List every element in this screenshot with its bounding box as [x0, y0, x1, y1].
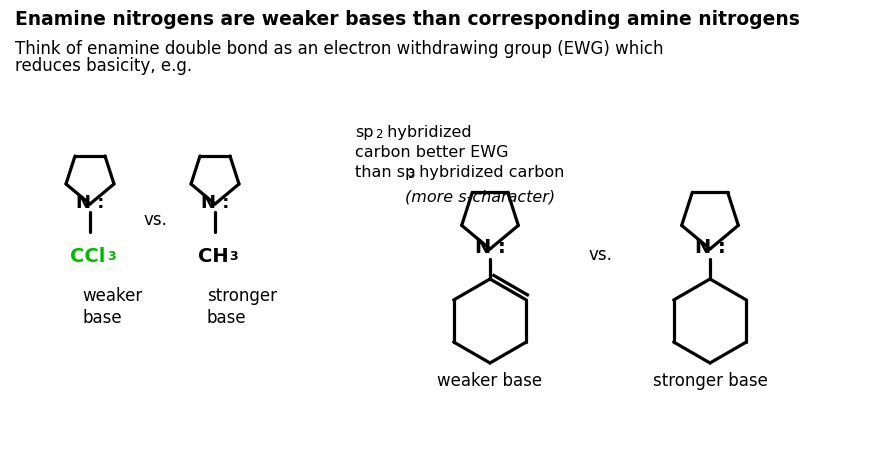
- Text: hybridized carbon: hybridized carbon: [414, 165, 565, 179]
- Text: N :: N :: [475, 238, 506, 257]
- Text: Enamine nitrogens are weaker bases than corresponding amine nitrogens: Enamine nitrogens are weaker bases than …: [15, 10, 800, 29]
- Text: (more s-character): (more s-character): [405, 190, 555, 205]
- Text: than sp: than sp: [355, 165, 416, 179]
- Text: vs.: vs.: [588, 246, 612, 263]
- Text: N :: N :: [201, 194, 229, 212]
- Text: CH: CH: [198, 246, 228, 265]
- Text: carbon better EWG: carbon better EWG: [355, 145, 508, 160]
- Text: 2: 2: [375, 128, 383, 141]
- Text: vs.: vs.: [143, 211, 167, 229]
- Text: Think of enamine double bond as an electron withdrawing group (EWG) which: Think of enamine double bond as an elect…: [15, 40, 664, 58]
- Text: weaker base: weaker base: [437, 371, 542, 389]
- Text: N :: N :: [76, 194, 104, 212]
- Text: weaker
base: weaker base: [82, 286, 142, 326]
- Text: 3: 3: [107, 249, 116, 263]
- Text: N :: N :: [695, 238, 725, 257]
- Text: hybridized: hybridized: [382, 125, 472, 140]
- Text: stronger base: stronger base: [653, 371, 767, 389]
- Text: 3: 3: [407, 168, 415, 180]
- Text: stronger
base: stronger base: [207, 286, 277, 326]
- Text: reduces basicity, e.g.: reduces basicity, e.g.: [15, 57, 192, 75]
- Text: sp: sp: [355, 125, 374, 140]
- Text: 3: 3: [229, 249, 237, 263]
- Text: CCl: CCl: [70, 246, 105, 265]
